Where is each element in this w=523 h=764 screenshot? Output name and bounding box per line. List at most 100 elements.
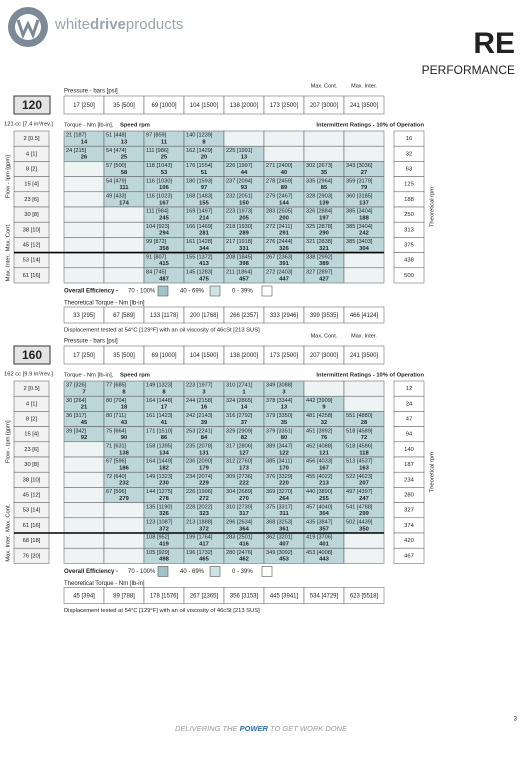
speed-value: 407 xyxy=(279,542,289,548)
speed-value: 197 xyxy=(319,216,329,222)
torque-value: 162 [1429] xyxy=(186,148,213,154)
torque-value: 304 [2689] xyxy=(226,489,253,495)
speed-value: 39 xyxy=(201,420,208,426)
empty-cell xyxy=(223,130,265,147)
speed-value: 372 xyxy=(199,526,209,532)
empty-cell xyxy=(63,547,105,564)
model-box xyxy=(13,95,51,115)
torque-value: 67 [596] xyxy=(106,459,127,465)
rpm-value: 188 xyxy=(404,197,414,203)
empty-cell xyxy=(343,547,385,564)
flow-value: 8 [2] xyxy=(26,417,38,423)
empty-cell xyxy=(63,237,105,253)
torque-value: 326 [2884] xyxy=(306,209,333,215)
torque-value: 49 [433] xyxy=(106,193,127,199)
torque-value: 108 [952] xyxy=(146,535,170,541)
speed-value: 97 xyxy=(201,185,207,191)
torque-value: 455 [4022] xyxy=(306,474,333,480)
speed-value: 294 xyxy=(159,231,169,237)
torque-value: 302 [2673] xyxy=(306,163,333,169)
torque-value: 349 [3092] xyxy=(266,550,293,556)
pressure-value: 241 [3500] xyxy=(350,353,379,359)
speed-value: 13 xyxy=(121,140,128,146)
flow-value: 38 [10] xyxy=(23,227,41,233)
speed-value: 32 xyxy=(321,420,327,426)
efficiency-swatch xyxy=(261,566,273,577)
displacement: 162 cc [9.9 in³/rev.] xyxy=(4,372,53,378)
speed-value: 43 xyxy=(121,420,128,426)
torque-value: 385 [3411] xyxy=(266,459,292,465)
speed-value: 106 xyxy=(159,185,169,191)
speed-value: 389 xyxy=(319,261,329,267)
flow-value: 76 [20] xyxy=(23,553,41,559)
rpm-value: 187 xyxy=(404,462,414,468)
speed-value: 222 xyxy=(239,481,249,487)
speed-value: 465 xyxy=(199,557,209,563)
torque-value: 235 [2078] xyxy=(186,443,213,449)
speed-label: Speed rpm xyxy=(120,123,150,129)
efficiency-level: 70 - 100% xyxy=(128,569,156,575)
torque-value: 451 [3992] xyxy=(306,428,333,434)
speed-value: 139 xyxy=(319,200,329,206)
speed-value: 242 xyxy=(359,231,369,237)
torque-value: 280 [2476] xyxy=(226,550,253,556)
theoretical-value: 267 [2365] xyxy=(190,593,219,599)
series-subtitle: PERFORMANCE xyxy=(422,63,515,77)
theoretical-value: 623 [5518] xyxy=(350,593,379,599)
brand: drive xyxy=(90,16,126,33)
speed-value: 344 xyxy=(199,246,209,252)
flow-value: 45 [12] xyxy=(23,493,41,499)
torque-value: 75 [664] xyxy=(106,428,127,434)
speed-value: 350 xyxy=(359,526,369,532)
flow-value: 53 [14] xyxy=(23,508,41,514)
pressure-label: Pressure - bars [psi] xyxy=(64,89,118,95)
speed-value: 205 xyxy=(239,216,249,222)
torque-value: 343 [3036] xyxy=(346,163,373,169)
speed-value: 14 xyxy=(81,140,88,146)
torque-value: 161 [1423] xyxy=(146,413,173,419)
torque-value: 385 [3403] xyxy=(346,239,373,245)
empty-cell xyxy=(103,206,145,223)
flow-value: 38 [10] xyxy=(23,477,41,483)
speed-value: 401 xyxy=(319,542,329,548)
torque-value: 116 [1030] xyxy=(146,178,172,184)
empty-cell xyxy=(63,502,105,519)
max-cont-side: Max. Cont. xyxy=(6,223,12,251)
torque-value: 140 [1239] xyxy=(186,133,213,139)
speed-value: 9 xyxy=(322,405,326,411)
torque-value: 369 [3270] xyxy=(266,489,293,495)
pressure-value: 69 [1000] xyxy=(151,353,176,359)
efficiency-label: Overall Efficiency - xyxy=(64,289,118,295)
speed-value: 8 xyxy=(162,390,166,396)
empty-cell xyxy=(103,517,145,534)
speed-value: 304 xyxy=(359,246,369,252)
torque-value: 375 [3317] xyxy=(266,504,293,510)
speed-value: 25 xyxy=(161,155,168,161)
flow-cell xyxy=(13,267,50,284)
torque-value: 223 [1977] xyxy=(186,383,213,389)
speed-value: 137 xyxy=(359,200,369,206)
empty-cell xyxy=(103,267,145,284)
speed-value: 279 xyxy=(119,496,129,502)
speed-value: 150 xyxy=(239,200,249,206)
empty-cell xyxy=(63,441,105,458)
empty-cell xyxy=(63,221,105,238)
efficiency-label: Overall Efficiency - xyxy=(64,569,118,575)
torque-value: 329 [2909] xyxy=(226,428,253,434)
torque-value: 144 [1275] xyxy=(146,489,173,495)
speed-value: 326 xyxy=(159,511,169,517)
speed-value: 186 xyxy=(119,466,129,472)
displacement: 121 cc [7.4 in³/rev.] xyxy=(4,122,53,128)
torque-value: 168 [1483] xyxy=(186,193,213,199)
empty-cell xyxy=(343,252,385,269)
flow-value: 15 [4] xyxy=(24,182,39,188)
torque-value: 551 [4880] xyxy=(346,413,373,419)
speed-value: 281 xyxy=(199,231,209,237)
rpm-value: 234 xyxy=(404,477,414,483)
empty-cell xyxy=(63,252,105,269)
rpm-value: 500 xyxy=(404,273,414,279)
speed-value: 28 xyxy=(361,420,368,426)
speed-value: 79 xyxy=(361,185,368,191)
speed-value: 272 xyxy=(199,496,209,502)
rpm-value: 438 xyxy=(404,258,414,264)
